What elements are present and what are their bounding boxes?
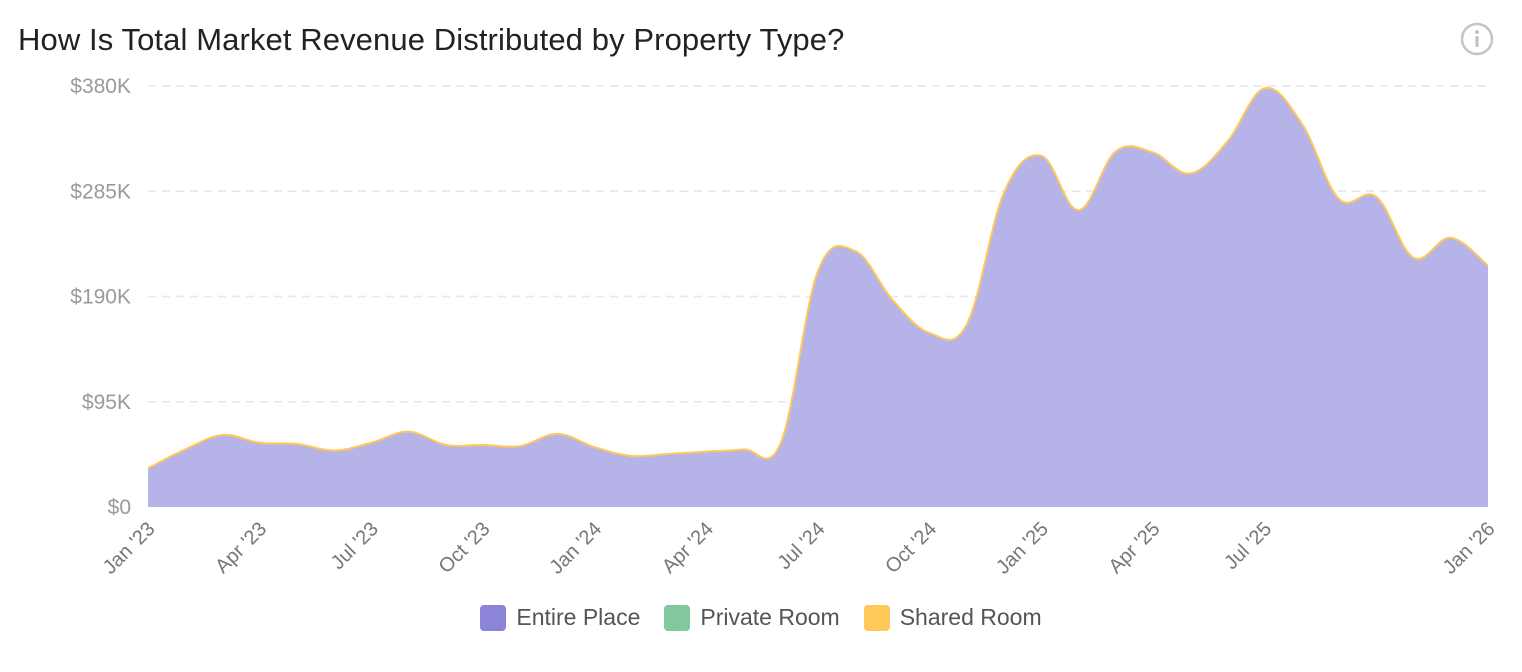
legend-item-private-room[interactable]: Private Room — [664, 604, 840, 631]
y-tick-label: $190K — [70, 286, 131, 309]
x-tick-label: Jan '23 — [99, 518, 160, 579]
x-tick-label: Jan '25 — [992, 518, 1053, 579]
legend-label: Entire Place — [516, 604, 641, 630]
x-tick-label: Jan '26 — [1439, 518, 1500, 579]
chart-title: How Is Total Market Revenue Distributed … — [18, 22, 845, 57]
x-tick-label: Apr '25 — [1105, 518, 1165, 578]
x-tick-label: Oct '24 — [881, 518, 941, 578]
legend-label: Private Room — [700, 604, 840, 630]
legend-swatch — [863, 604, 890, 631]
series-areas — [147, 87, 1489, 507]
x-tick-label: Jul '24 — [774, 518, 830, 574]
y-tick-label: $380K — [70, 75, 131, 98]
area-entire-place — [148, 87, 1488, 507]
info-icon[interactable] — [1460, 22, 1494, 56]
legend: Entire Place Private Room Shared Room — [0, 604, 1522, 631]
y-tick-label: $95K — [82, 391, 131, 414]
x-tick-label: Jul '23 — [327, 518, 383, 574]
y-tick-label: $285K — [70, 180, 131, 203]
legend-swatch — [664, 604, 691, 631]
legend-label: Shared Room — [899, 604, 1042, 630]
legend-item-shared-room[interactable]: Shared Room — [863, 604, 1042, 631]
x-tick-label: Oct '23 — [435, 518, 495, 578]
series-line-total — [147, 87, 1489, 470]
x-tick-label: Apr '23 — [211, 518, 271, 578]
y-tick-label: $0 — [108, 496, 131, 519]
x-tick-label: Jul '25 — [1220, 518, 1276, 574]
legend-swatch — [480, 604, 507, 631]
x-tick-label: Apr '24 — [658, 518, 718, 578]
x-tick-label: Jan '24 — [545, 518, 606, 579]
x-axis-ticks: Jan '23 Apr '23 Jul '23 Oct '23 Jan '24 Apr '… — [99, 518, 1500, 579]
y-axis-ticks: $0 $95K $190K $285K $380K — [70, 75, 131, 519]
chart-area: $0 $95K $190K $285K $380K Jan '23 Apr '23 Jul … — [70, 75, 1500, 579]
legend-item-entire-place[interactable]: Entire Place — [480, 604, 640, 631]
